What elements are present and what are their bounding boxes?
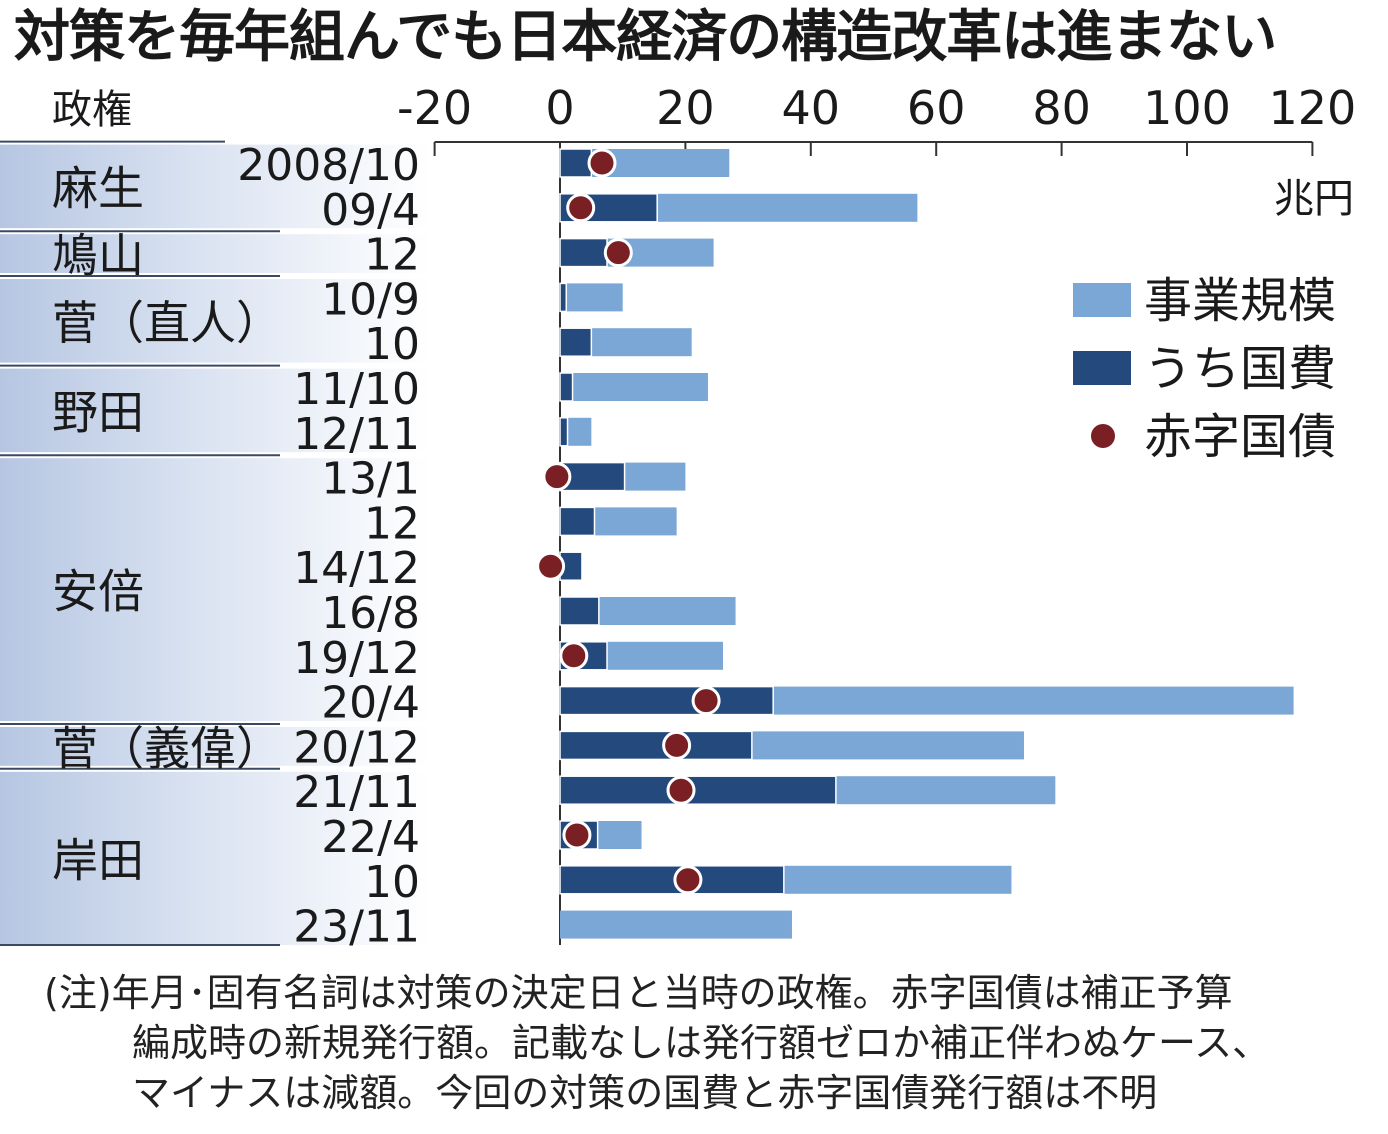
x-tick-label: 100 (1143, 81, 1231, 135)
group-band (0, 771, 430, 945)
bar-kokuhi (559, 596, 600, 626)
dot-akaji-kokusai (666, 775, 696, 805)
x-tick-label: 60 (907, 81, 966, 135)
x-tick-label: 120 (1268, 81, 1356, 135)
dot-akaji-kokusai (542, 462, 572, 492)
dot-akaji-kokusai (562, 820, 592, 850)
footnote: (注)年月･固有名詞は対策の決定日と当時の政権。赤字国債は補正予算 編成時の新規… (44, 968, 1270, 1118)
row-date-label: 12/11 (293, 409, 420, 460)
row-header: 政権 (52, 87, 132, 133)
dot-akaji-kokusai (673, 865, 703, 895)
row-date-label: 13/1 (321, 454, 420, 505)
footnote-line-1: (注)年月･固有名詞は対策の決定日と当時の政権。赤字国債は補正予算 (44, 971, 1233, 1015)
bar-kokuhi (559, 372, 574, 402)
legend-label: 赤字国債 (1144, 409, 1336, 465)
bar-jigyo-kibo (560, 283, 623, 312)
row-date-label: 2008/10 (237, 140, 420, 191)
row-date-label: 14/12 (293, 543, 420, 594)
dot-akaji-kokusai (662, 730, 692, 760)
row-date-label: 20/12 (293, 722, 420, 773)
bar-jigyo-kibo (560, 910, 792, 939)
group-label: 安倍 (52, 565, 144, 619)
x-tick-label: -20 (397, 81, 472, 135)
group-label: 菅（直人） (52, 296, 282, 350)
dot-akaji-kokusai (559, 641, 589, 671)
dot-akaji-kokusai (603, 238, 633, 268)
dot-akaji-kokusai (691, 686, 721, 716)
bar-kokuhi (559, 506, 596, 537)
bar-kokuhi (559, 148, 593, 178)
x-tick-label: 0 (545, 81, 574, 135)
bar-kokuhi (559, 730, 753, 761)
row-date-label: 20/4 (321, 678, 420, 729)
x-tick-label: 40 (782, 81, 841, 135)
dot-akaji-kokusai (587, 148, 617, 178)
bar-kokuhi (559, 685, 774, 716)
group-label: 岸田 (52, 833, 144, 887)
unit-label: 兆円 (1274, 176, 1354, 222)
legend-label: うち国費 (1144, 341, 1336, 397)
group-band (0, 368, 430, 453)
bar-kokuhi (559, 775, 837, 805)
row-date-label: 10 (364, 319, 420, 370)
group-label: 鳩山 (52, 229, 144, 283)
group-label: 麻生 (52, 161, 144, 215)
bar-kokuhi (559, 327, 593, 357)
row-date-label: 09/4 (321, 185, 420, 236)
bar-jigyo-kibo (560, 373, 708, 401)
dot-akaji-kokusai (566, 193, 596, 223)
legend-label: 事業規模 (1144, 273, 1336, 329)
x-tick-label: 80 (1032, 81, 1091, 135)
row-date-label: 11/10 (293, 364, 420, 415)
group-label: 野田 (52, 385, 144, 439)
bar-kokuhi (559, 865, 785, 895)
row-date-label: 10 (364, 857, 420, 908)
group-band (0, 727, 430, 766)
row-date-label: 12 (364, 230, 420, 281)
bar-kokuhi (559, 237, 608, 268)
legend-swatch (1073, 283, 1131, 317)
row-date-label: 16/8 (321, 588, 420, 639)
bar-kokuhi (559, 282, 568, 313)
footnote-line-2: 編成時の新規発行額。記載なしは発行額ゼロか補正伴わぬケース、 (132, 1021, 1271, 1065)
x-tick-label: 20 (656, 81, 715, 135)
row-date-label: 10/9 (321, 274, 420, 325)
legend-swatch (1073, 351, 1131, 385)
legend-swatch (1091, 424, 1115, 448)
row-date-label: 12 (364, 498, 420, 549)
bar-kokuhi (559, 417, 569, 447)
group-band (0, 458, 430, 721)
chart-title: 対策を毎年組んでも日本経済の構造改革は進まない (14, 5, 1277, 70)
row-date-label: 22/4 (321, 812, 420, 863)
group-band (0, 234, 430, 273)
row-date-label: 19/12 (293, 633, 420, 684)
row-date-label: 23/11 (293, 902, 420, 953)
group-band (0, 279, 430, 363)
row-date-label: 21/11 (293, 767, 420, 818)
footnote-line-3: マイナスは減額。今回の対策の国費と赤字国債発行額は不明 (132, 1071, 1158, 1115)
group-label: 菅（義偉） (52, 721, 282, 775)
dot-akaji-kokusai (536, 551, 566, 581)
group-band (0, 144, 430, 229)
